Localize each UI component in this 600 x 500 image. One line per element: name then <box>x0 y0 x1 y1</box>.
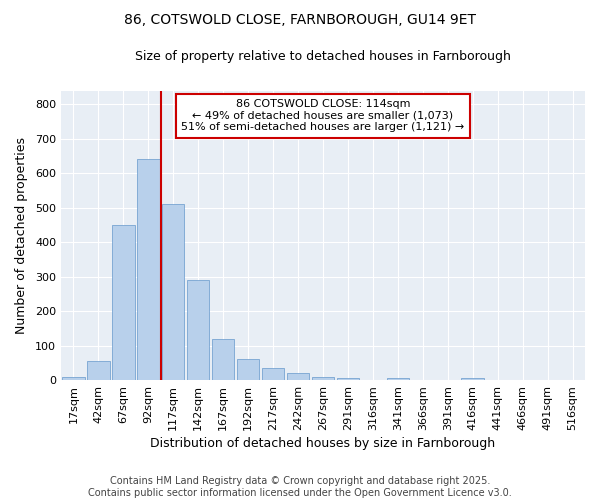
Bar <box>212 338 235 380</box>
Bar <box>137 160 160 380</box>
X-axis label: Distribution of detached houses by size in Farnborough: Distribution of detached houses by size … <box>151 437 496 450</box>
Bar <box>287 373 309 380</box>
Bar <box>312 376 334 380</box>
Bar <box>162 204 184 380</box>
Title: Size of property relative to detached houses in Farnborough: Size of property relative to detached ho… <box>135 50 511 63</box>
Bar <box>337 378 359 380</box>
Bar <box>386 378 409 380</box>
Text: 86, COTSWOLD CLOSE, FARNBOROUGH, GU14 9ET: 86, COTSWOLD CLOSE, FARNBOROUGH, GU14 9E… <box>124 12 476 26</box>
Bar <box>262 368 284 380</box>
Y-axis label: Number of detached properties: Number of detached properties <box>15 137 28 334</box>
Bar <box>112 225 134 380</box>
Bar <box>62 376 85 380</box>
Text: 86 COTSWOLD CLOSE: 114sqm
← 49% of detached houses are smaller (1,073)
51% of se: 86 COTSWOLD CLOSE: 114sqm ← 49% of detac… <box>181 99 464 132</box>
Text: Contains HM Land Registry data © Crown copyright and database right 2025.
Contai: Contains HM Land Registry data © Crown c… <box>88 476 512 498</box>
Bar <box>461 378 484 380</box>
Bar <box>237 360 259 380</box>
Bar <box>87 361 110 380</box>
Bar <box>187 280 209 380</box>
